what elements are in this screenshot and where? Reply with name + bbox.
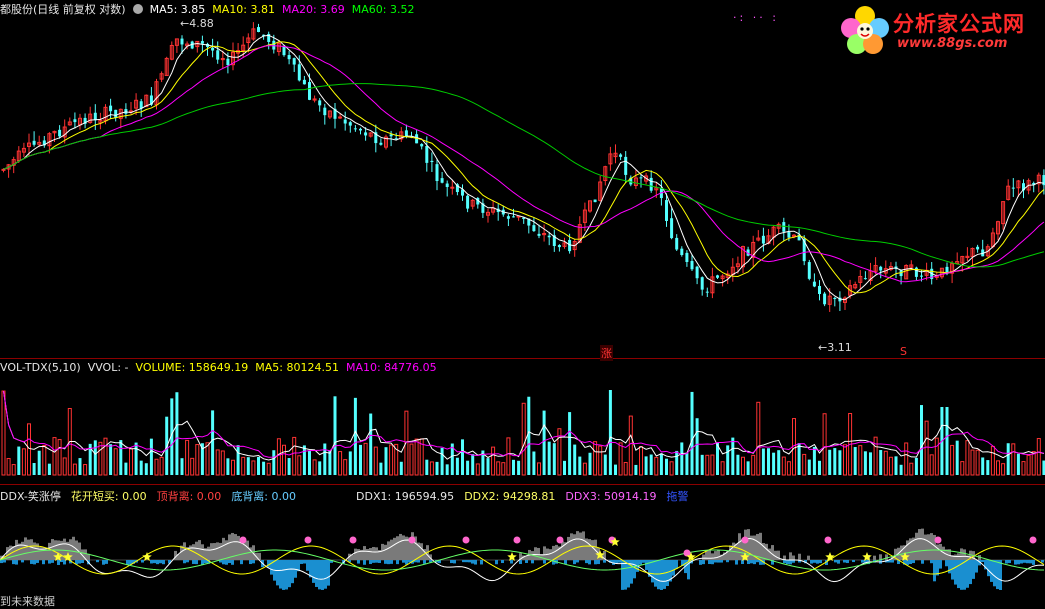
high-price-value: 4.88 xyxy=(189,17,214,30)
stock-title[interactable]: 都股份(日线 前复权 对数) xyxy=(0,3,126,16)
ddx-hk-label: 花开短买: 0.00 xyxy=(70,490,147,503)
volume-indicator-header: VOL-TDX(5,10) VVOL: - VOLUME: 158649.19 … xyxy=(0,361,437,374)
vol-name[interactable]: VOL-TDX(5,10) xyxy=(0,361,81,374)
vol-ma5-label: MA5: 80124.51 xyxy=(255,361,339,374)
footer-text: 到未来数据 xyxy=(0,595,55,608)
logo-url-text: www.88gs.com xyxy=(897,36,1008,51)
main-indicator-header: 都股份(日线 前复权 对数) MA5: 3.85 MA10: 3.81 MA20… xyxy=(0,1,414,17)
site-logo: 分析家公式网 www.88gs.com xyxy=(837,4,1037,56)
ddx3-label: DDX3: 50914.19 xyxy=(565,489,657,503)
ma5-label: MA5: 3.85 xyxy=(149,2,206,16)
vvol-label: VVOL: - xyxy=(87,361,129,374)
volume-label: VOLUME: 158649.19 xyxy=(135,361,249,374)
flower-icon xyxy=(841,6,889,54)
panel-divider-2 xyxy=(0,484,1045,485)
tuo-label: 拖警 xyxy=(666,490,689,503)
ma60-label: MA60: 3.52 xyxy=(351,2,415,16)
s-signal: S xyxy=(900,345,907,358)
logo-brand-text: 分析家公式网 xyxy=(893,12,1025,36)
ddx-bottom-label: 底背离: 0.00 xyxy=(231,490,297,503)
ddx2-label: DDX2: 94298.81 xyxy=(464,489,556,503)
ma10-label: MA10: 3.81 xyxy=(212,2,276,16)
panel-divider-1 xyxy=(0,358,1045,359)
ma20-label: MA20: 3.69 xyxy=(282,2,345,16)
settings-circle-icon[interactable] xyxy=(132,4,143,14)
low-price-value: 3.11 xyxy=(827,341,852,354)
ddx-indicator-header: DDX-笑涨停 花开短买: 0.00 顶背离: 0.00 底背离: 0.00 D… xyxy=(0,488,689,504)
low-price-annotation: ←3.11 xyxy=(818,341,852,354)
ddx-top-label: 顶背离: 0.00 xyxy=(156,490,222,503)
ddx1-label: DDX1: 196594.95 xyxy=(356,489,455,503)
high-price-annotation: ←4.88 xyxy=(180,17,214,30)
zhang-signal: 涨 xyxy=(600,345,613,361)
ddx-name[interactable]: DDX-笑涨停 xyxy=(0,490,61,503)
top-right-dots: ·: ·· : xyxy=(733,11,779,24)
vol-ma10-label: MA10: 84776.05 xyxy=(345,361,437,374)
